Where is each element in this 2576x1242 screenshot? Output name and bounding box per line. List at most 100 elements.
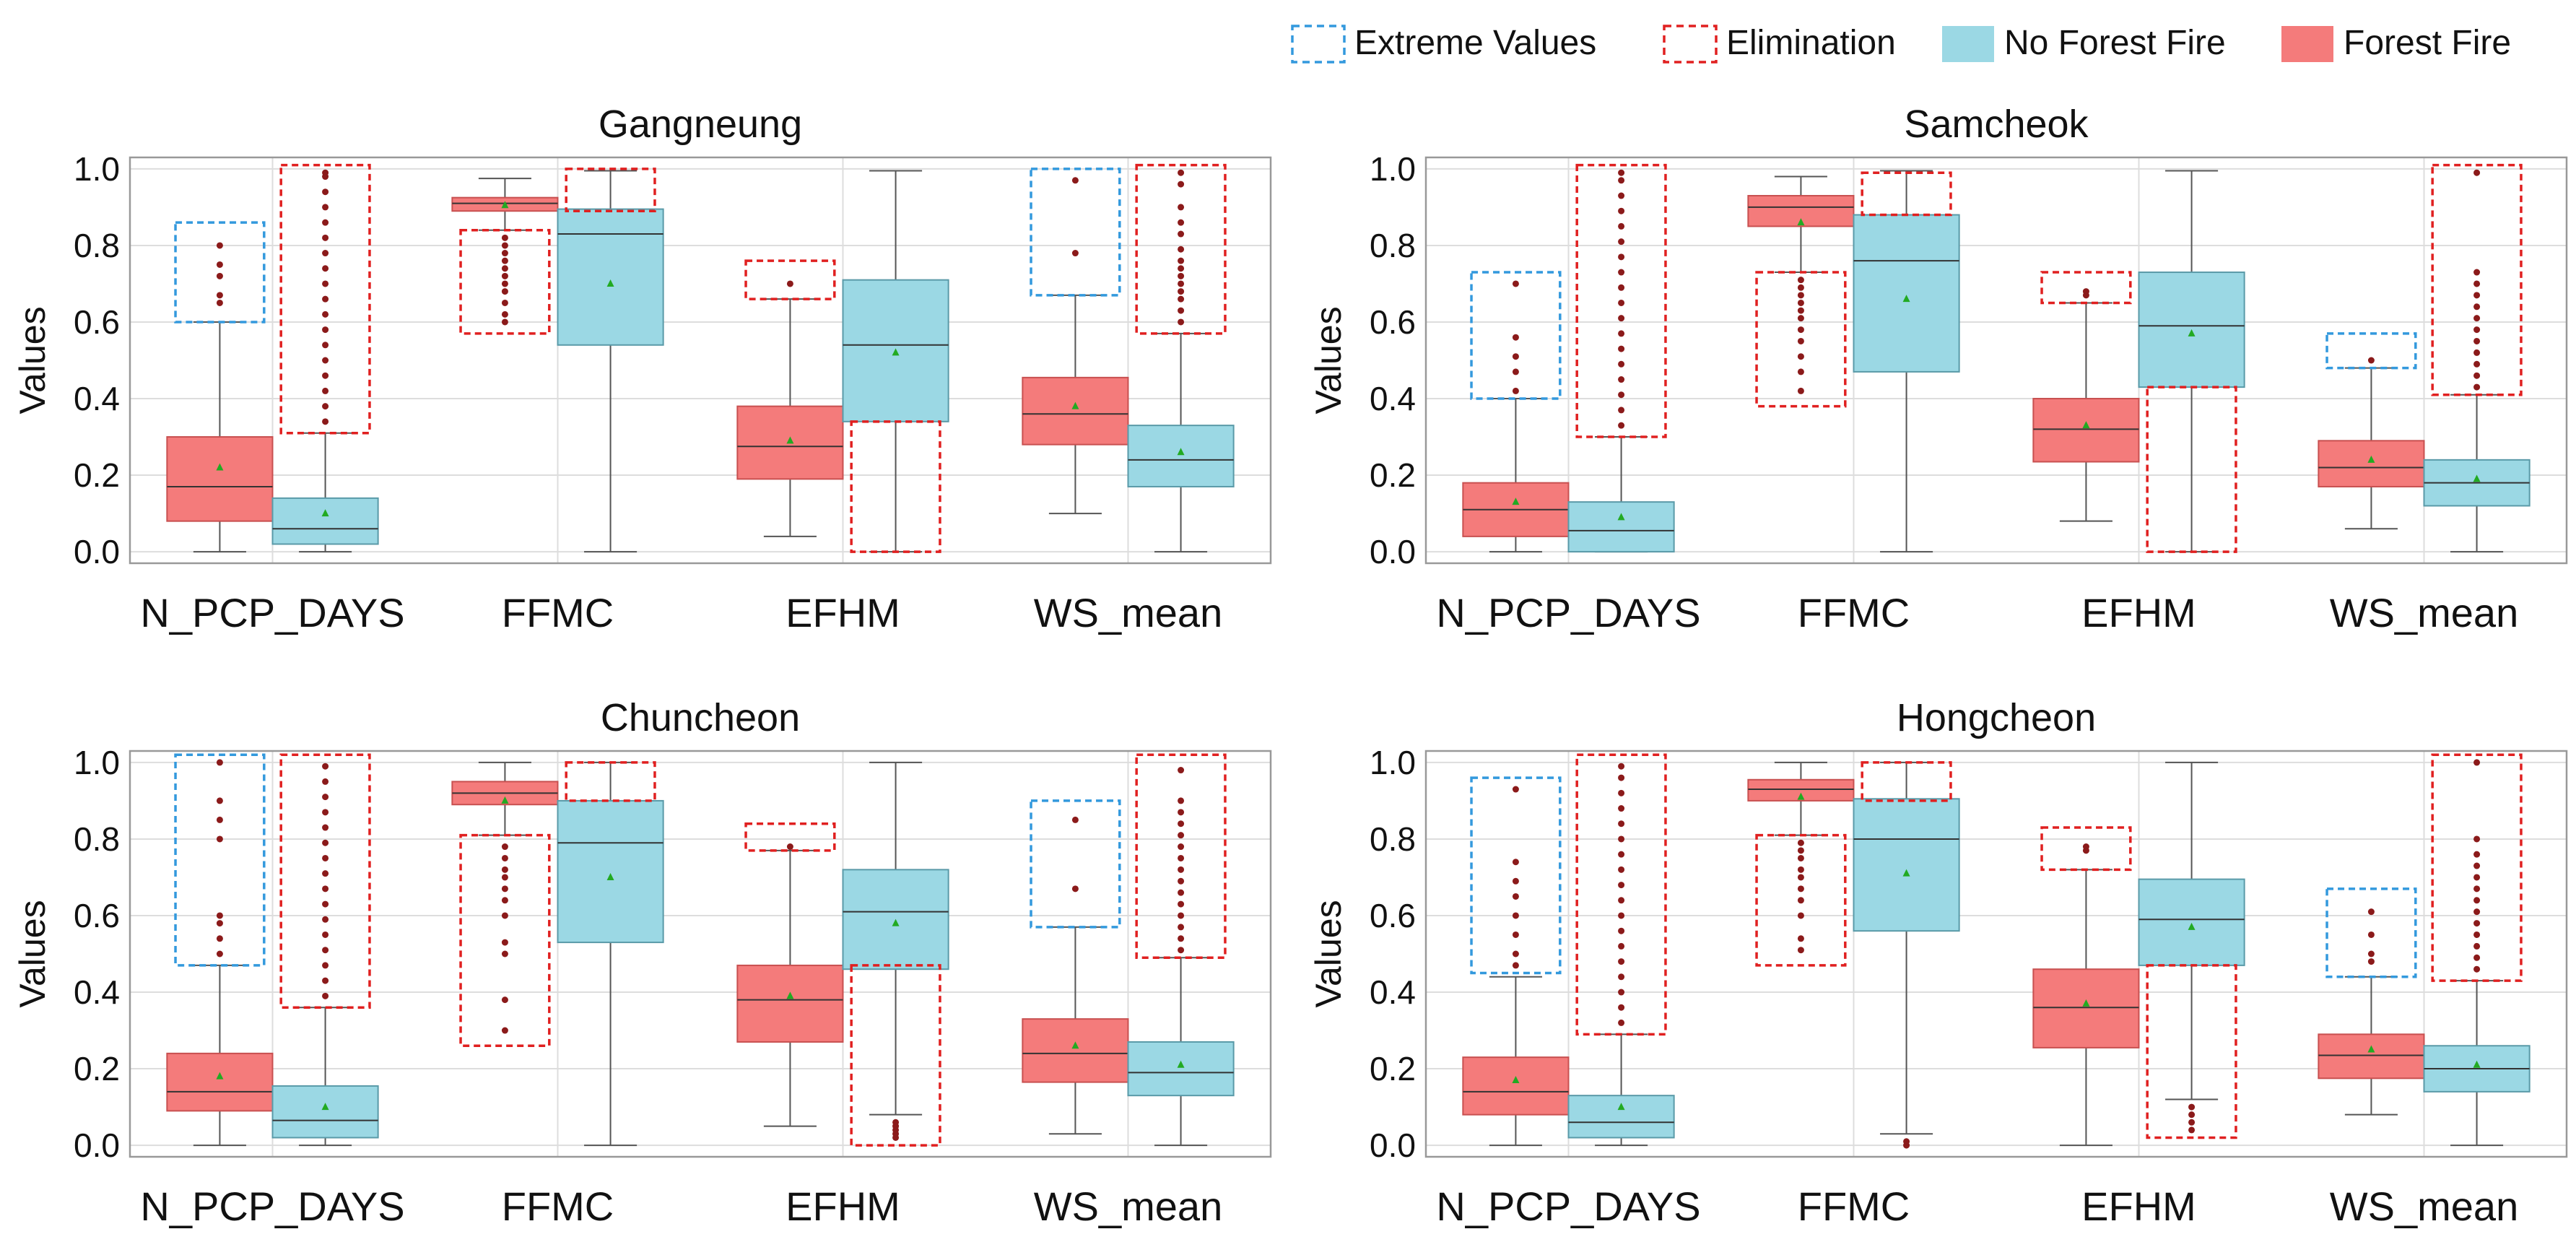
y-tick-label: 0.0 <box>1370 533 1416 570</box>
outlier-point <box>1797 839 1804 846</box>
mean-marker <box>2473 1060 2481 1068</box>
mean-marker <box>1797 218 1805 226</box>
outlier-point <box>1797 307 1804 314</box>
y-axis-label: Values <box>12 306 53 414</box>
mean-marker <box>2082 421 2090 429</box>
x-category-label: N_PCP_DAYS <box>1436 1184 1700 1229</box>
outlier-point <box>322 947 329 954</box>
x-category-label: WS_mean <box>2330 1184 2518 1229</box>
elimination-box <box>1755 833 1847 967</box>
outlier-point <box>501 299 508 306</box>
x-category-label: WS_mean <box>2330 590 2518 635</box>
outlier-point <box>1618 835 1625 843</box>
outlier-point <box>2367 908 2375 916</box>
plot-frame <box>129 750 1272 1158</box>
outlier-point <box>1797 337 1804 344</box>
outlier-point <box>1178 854 1185 861</box>
elimination-box <box>2146 386 2237 553</box>
plot-frame <box>129 156 1272 565</box>
box-no-forest-fire <box>1853 761 1960 1149</box>
chart-title: Hongcheon <box>1897 696 2096 739</box>
outlier-point <box>2473 303 2481 310</box>
elimination-box <box>279 753 371 1009</box>
outlier-point <box>2367 950 2375 957</box>
outlier-point <box>1178 843 1185 851</box>
outlier-point <box>322 387 329 394</box>
outlier-point <box>501 310 508 318</box>
outlier-point <box>1178 246 1185 253</box>
outlier-point <box>1071 250 1079 257</box>
outlier-point <box>1618 360 1625 368</box>
outlier-point <box>2473 292 2481 299</box>
outlier-point <box>1618 330 1625 337</box>
plot-area <box>1426 157 2567 563</box>
legend-item: Extreme Values <box>1291 24 1596 64</box>
outlier-point <box>892 1119 900 1126</box>
outlier-point <box>322 992 329 999</box>
box-iqr <box>1022 376 1129 446</box>
outlier-point <box>1618 376 1625 383</box>
outlier-point <box>1512 950 1519 957</box>
outlier-point <box>322 372 329 379</box>
outlier-point <box>1618 391 1625 399</box>
outlier-point <box>322 326 329 334</box>
box-forest-fire <box>451 178 559 326</box>
outlier-point <box>216 292 223 299</box>
outlier-point <box>1618 177 1625 184</box>
outlier-point <box>2367 931 2375 938</box>
outlier-point <box>1618 851 1625 858</box>
x-category-label: EFHM <box>786 1184 900 1229</box>
outlier-point <box>501 257 508 264</box>
mean-marker <box>2188 922 2196 930</box>
outlier-point <box>2473 372 2481 379</box>
mean-marker <box>1617 513 1625 521</box>
x-category-label: FFMC <box>1798 590 1910 635</box>
mean-marker <box>2473 474 2481 482</box>
elimination-box <box>1575 753 1667 1036</box>
box-iqr <box>271 1085 379 1139</box>
elimination-box <box>459 228 551 335</box>
outlier-point <box>1071 177 1079 184</box>
elimination-box <box>850 964 941 1147</box>
outlier-point <box>1071 816 1079 823</box>
outlier-point <box>322 854 329 861</box>
outlier-point <box>216 935 223 942</box>
mean-marker <box>1512 1075 1520 1083</box>
outlier-point <box>1512 280 1519 287</box>
outlier-point <box>322 403 329 410</box>
box-no-forest-fire <box>1567 169 1675 553</box>
outlier-point <box>2473 349 2481 356</box>
outlier-point <box>2367 357 2375 364</box>
outlier-point <box>322 977 329 984</box>
outlier-point <box>501 242 508 249</box>
outlier-point <box>1512 387 1519 394</box>
mean-marker <box>892 348 900 356</box>
outlier-point <box>322 418 329 425</box>
outlier-point <box>1512 877 1519 885</box>
outlier-point <box>2188 1111 2196 1119</box>
box-iqr <box>1462 1056 1570 1116</box>
outlier-point <box>322 234 329 241</box>
legend-item: No Forest Fire <box>1942 24 2226 62</box>
mean-marker <box>2367 455 2375 463</box>
outlier-point <box>2188 1126 2196 1134</box>
outlier-point <box>1618 1019 1625 1026</box>
outlier-point <box>1512 893 1519 900</box>
outlier-point <box>1618 958 1625 965</box>
outlier-point <box>2473 269 2481 276</box>
box-iqr <box>2318 1033 2425 1080</box>
y-tick-label: 0.2 <box>1370 456 1416 494</box>
outlier-point <box>1071 885 1079 893</box>
outlier-point <box>501 843 508 851</box>
y-tick-label: 0.0 <box>74 533 120 570</box>
outlier-point <box>322 962 329 969</box>
legend-label: Elimination <box>1726 24 1896 62</box>
outlier-point <box>1618 1004 1625 1011</box>
box-no-forest-fire <box>2138 170 2245 553</box>
y-tick-label: 0.0 <box>74 1126 120 1164</box>
outlier-point <box>501 939 508 946</box>
mean-marker <box>606 872 614 880</box>
mean-marker <box>501 201 509 209</box>
outlier-point <box>2473 874 2481 881</box>
mean-marker <box>1902 295 1910 303</box>
